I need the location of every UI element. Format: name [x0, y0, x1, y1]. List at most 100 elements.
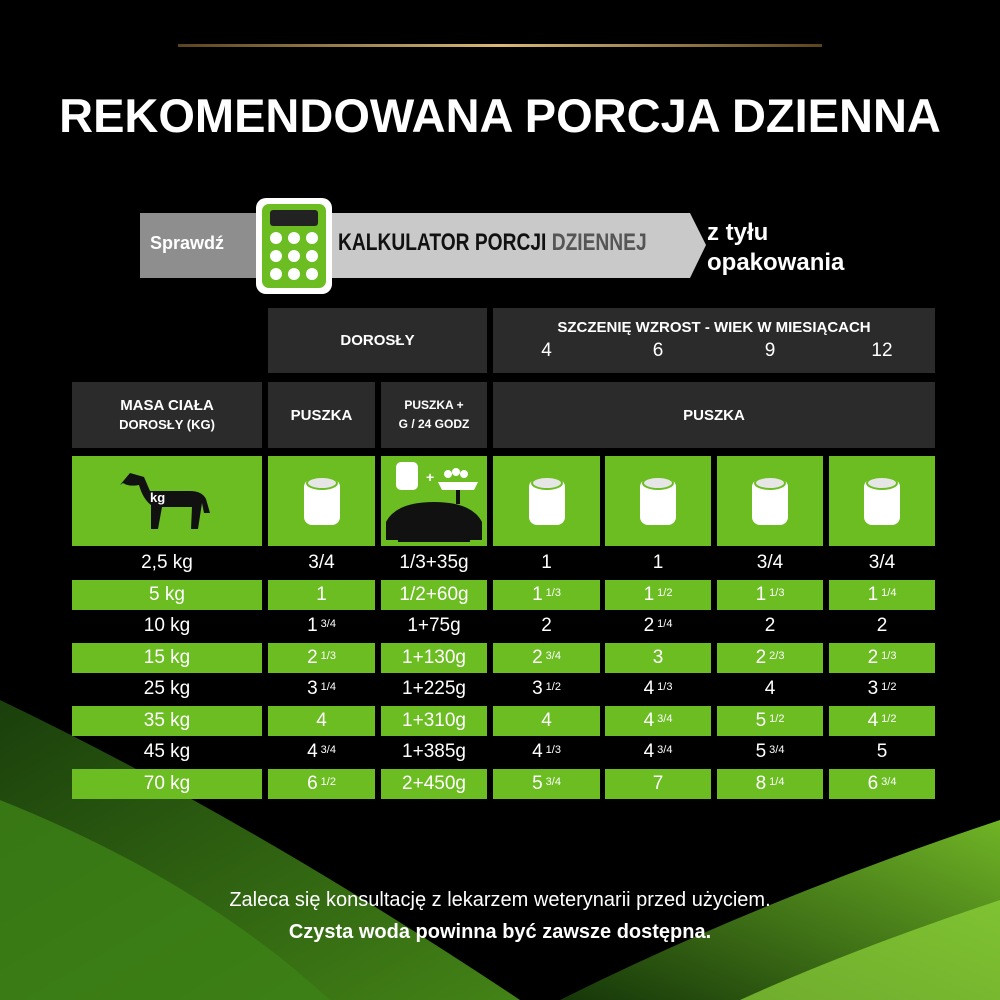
- dose-whole: 2: [307, 646, 318, 668]
- dose-cell: 2 1/4: [605, 611, 711, 641]
- can-icon: [752, 476, 788, 525]
- dose-whole: 5: [532, 772, 543, 794]
- dose: 4: [764, 678, 776, 699]
- banner-pack: opakowania: [707, 249, 845, 276]
- weight-cell: 5 kg: [72, 579, 262, 610]
- dose-cell: 2: [717, 611, 823, 641]
- dose: 1: [652, 552, 664, 573]
- swoosh: [740, 900, 1000, 1000]
- weight-cell: 2,5 kg: [72, 548, 262, 578]
- dose-fraction: 3/4: [657, 744, 673, 756]
- dose-fraction: 3/4: [545, 649, 561, 662]
- dose-fraction: 3/4: [657, 712, 673, 725]
- dose: 1/2+60g: [399, 583, 469, 605]
- dose: 2+450g: [402, 772, 466, 794]
- swoosh: [0, 800, 330, 1000]
- dose: 1+75g: [407, 615, 461, 636]
- dose-cell: 1+310g: [381, 705, 487, 736]
- age: 4: [541, 340, 552, 361]
- dose-whole: 4: [532, 741, 543, 762]
- dose-cell: 2 2/3: [717, 642, 823, 673]
- dose-fraction: 1/4: [320, 681, 336, 693]
- can-plus-line: PUSZKA +: [404, 398, 464, 412]
- can-plus-header: PUSZKA + G / 24 GODZ: [381, 382, 487, 448]
- weight: 25 kg: [143, 678, 191, 699]
- weight: 15 kg: [143, 646, 191, 668]
- icon-cell: +: [381, 456, 487, 546]
- dose-whole: 1: [532, 583, 543, 605]
- dose-whole: 2: [532, 646, 543, 668]
- weight: 5 kg: [149, 583, 185, 605]
- scale-icon: +: [386, 462, 482, 542]
- weight-cell: 15 kg: [72, 642, 262, 673]
- icon-cell: [493, 456, 600, 546]
- dose-cell: 2: [493, 611, 600, 641]
- dose-whole: 4: [643, 741, 655, 762]
- dose: 3/4: [868, 552, 896, 573]
- dose-cell: 3 1/4: [268, 674, 375, 704]
- weight-header: MASA CIAŁA DOROSŁY (KG): [72, 382, 262, 448]
- dose-cell: 1 1/4: [829, 579, 935, 610]
- dose-cell: 7: [605, 768, 711, 799]
- dose-cell: 5 3/4: [493, 768, 600, 799]
- dose-whole: 5: [755, 741, 767, 762]
- dose-fraction: 1/2: [769, 712, 785, 725]
- dose-whole: 4: [867, 709, 879, 731]
- dose: 5: [876, 741, 888, 762]
- weight: 45 kg: [143, 741, 191, 762]
- dose-cell: 3 1/2: [493, 674, 600, 704]
- banner-check: Sprawdź: [150, 233, 225, 253]
- dose-fraction: 1/4: [881, 586, 897, 599]
- dose-fraction: 1/2: [320, 775, 336, 788]
- svg-text:+: +: [426, 469, 434, 485]
- dose-cell: 4: [268, 705, 375, 736]
- dose-cell: 4: [717, 674, 823, 704]
- dose: 1/3+35g: [399, 552, 469, 573]
- weight-cell: 25 kg: [72, 674, 262, 704]
- dose-cell: 4 1/3: [493, 737, 600, 767]
- dose-whole: 4: [307, 741, 318, 762]
- calculator-icon: [256, 198, 332, 294]
- footer: Zaleca się konsultację z lekarzem wetery…: [0, 884, 1000, 948]
- dose-cell: 1+225g: [381, 674, 487, 704]
- ages: 4 6 9 12: [493, 341, 935, 363]
- can-header: PUSZKA: [268, 382, 375, 448]
- age: 12: [871, 340, 893, 361]
- dose-cell: 3 1/2: [829, 674, 935, 704]
- dose-cell: 5: [829, 737, 935, 767]
- weight: 35 kg: [143, 709, 191, 731]
- dose-fraction: 1/3: [769, 586, 785, 599]
- dose-fraction: 1/2: [657, 586, 673, 599]
- dose-whole: 8: [755, 772, 767, 794]
- adult-header: DOROSŁY: [268, 308, 487, 373]
- puppy-header: SZCZENIĘ WZROST - WIEK W MIESIĄCACH 4 6 9 12: [493, 308, 935, 373]
- dose-cell: 1 1/3: [493, 579, 600, 610]
- dose-cell: 1 1/3: [717, 579, 823, 610]
- banner-left: [140, 213, 270, 278]
- dose-cell: 3/4: [717, 548, 823, 578]
- dose-cell: 4 3/4: [605, 705, 711, 736]
- dose: 2: [541, 615, 552, 636]
- banner-daily: DZIENNEJ: [551, 229, 647, 256]
- dose-cell: 3/4: [829, 548, 935, 578]
- dose-cell: 2 1/3: [829, 642, 935, 673]
- dose-whole: 1: [867, 583, 879, 605]
- dose-whole: 4: [643, 678, 655, 699]
- dose: 4: [316, 709, 327, 731]
- dose-cell: 2: [829, 611, 935, 641]
- dose-cell: 1 3/4: [268, 611, 375, 641]
- dose-fraction: 1/3: [545, 586, 561, 599]
- dose-cell: 1 1/2: [605, 579, 711, 610]
- can-plus-line: G / 24 GODZ: [398, 417, 470, 431]
- icon-cell: [605, 456, 711, 546]
- icon-cell: [829, 456, 935, 546]
- weight: 10 kg: [143, 615, 191, 636]
- can-icon: [303, 476, 340, 525]
- can-icon: [528, 476, 565, 525]
- dose-whole: 2: [643, 615, 655, 636]
- dose-cell: 1: [493, 548, 600, 578]
- dose: 2: [876, 615, 888, 636]
- dose-cell: 1+385g: [381, 737, 487, 767]
- icon-cell: kg: [72, 456, 262, 546]
